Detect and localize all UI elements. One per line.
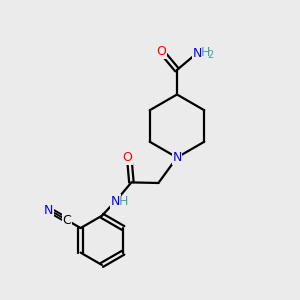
Text: C: C [62,214,71,227]
Text: O: O [157,45,166,58]
Text: N: N [110,195,120,208]
Text: N: N [44,203,53,217]
Text: H: H [201,46,210,59]
Text: N: N [193,47,202,60]
Text: 2: 2 [207,50,214,60]
Text: O: O [122,152,132,164]
Text: H: H [119,195,128,208]
Text: N: N [172,151,182,164]
